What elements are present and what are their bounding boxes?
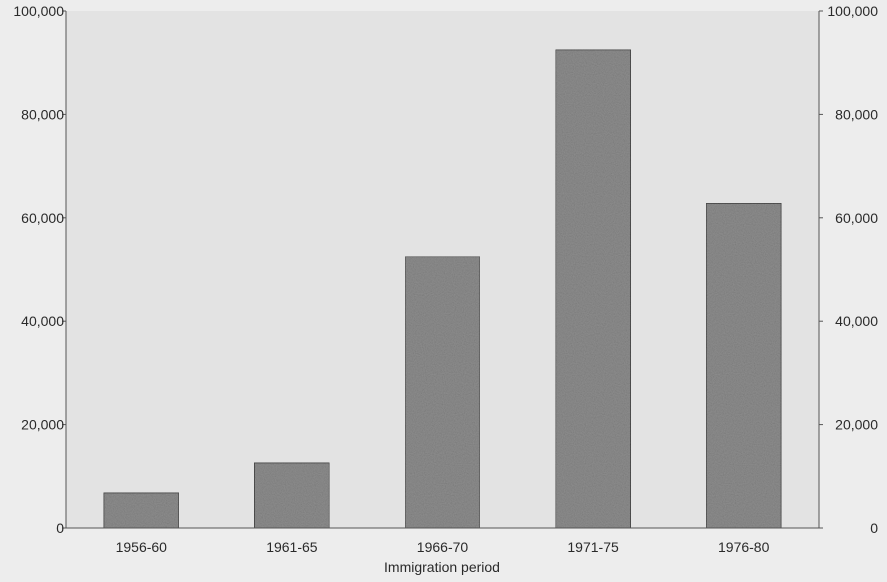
left-tick-label: 0 — [56, 520, 64, 536]
x-tick-label: 1956-60 — [116, 539, 168, 555]
x-axis-tick-labels: 1956-60 1961-65 1966-70 1971-75 1976-80 — [116, 539, 770, 555]
left-tick-label: 80,000 — [21, 106, 64, 122]
right-axis-ticks: 0 20,000 40,000 60,000 80,000 100,000 — [819, 3, 878, 536]
right-tick-label: 40,000 — [835, 313, 878, 329]
left-tick-label: 40,000 — [21, 313, 64, 329]
right-tick-label: 80,000 — [835, 106, 878, 122]
left-tick-label: 60,000 — [21, 210, 64, 226]
x-tick-label: 1976-80 — [718, 539, 770, 555]
left-tick-label: 20,000 — [21, 417, 64, 433]
right-tick-label: 20,000 — [835, 417, 878, 433]
x-tick-label: 1971-75 — [567, 539, 619, 555]
bar — [254, 463, 329, 528]
right-tick-label: 60,000 — [835, 210, 878, 226]
right-tick-label: 100,000 — [827, 3, 878, 19]
x-tick-label: 1966-70 — [417, 539, 469, 555]
bar — [104, 493, 179, 528]
bar — [706, 203, 781, 528]
left-tick-label: 100,000 — [13, 3, 64, 19]
right-tick-label: 0 — [870, 520, 878, 536]
x-axis-title: Immigration period — [384, 559, 500, 575]
left-axis-ticks: 0 20,000 40,000 60,000 80,000 100,000 — [13, 3, 66, 536]
x-tick-label: 1961-65 — [266, 539, 318, 555]
bar — [556, 50, 631, 528]
bar — [405, 257, 480, 528]
